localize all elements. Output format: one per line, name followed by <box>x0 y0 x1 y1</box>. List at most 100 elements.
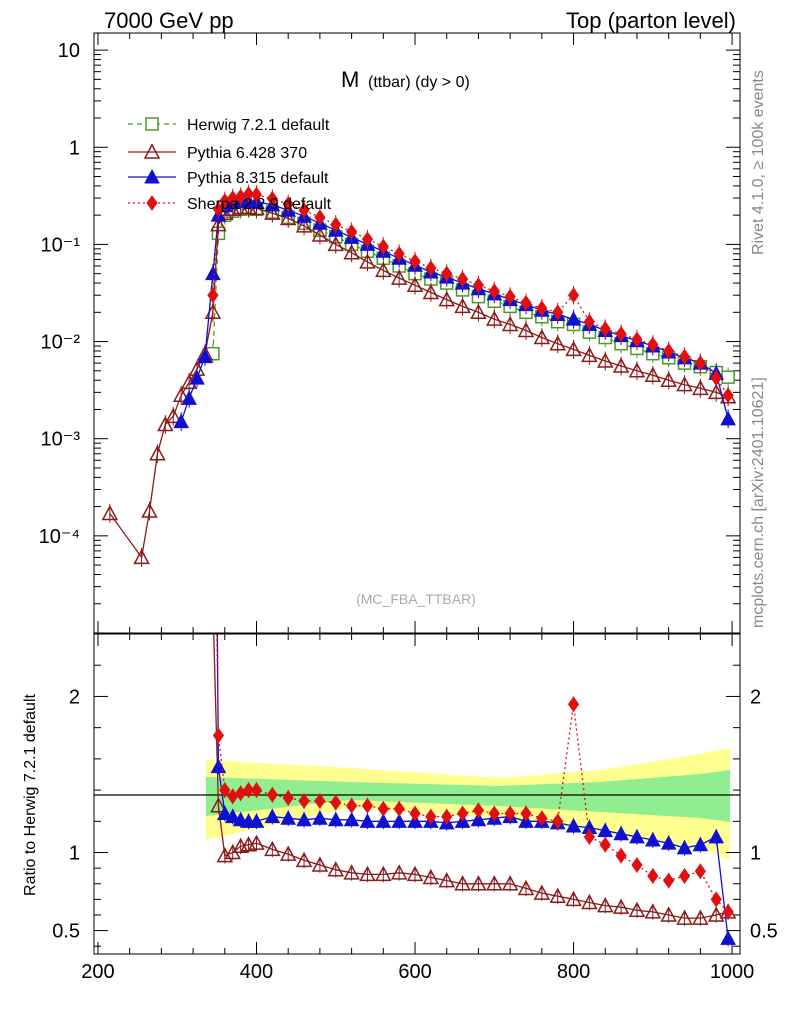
sherpa-2-2-9-default-ratio-point <box>393 800 405 817</box>
pythia-6-428-370-point <box>565 340 582 357</box>
pythia-8-315-default-line <box>180 200 729 422</box>
pythia-8-315-default-ratio-point <box>692 836 709 852</box>
sherpa-2-2-9-default-ratio-point <box>631 857 643 873</box>
axis-ticks: 200 400 600 800 1000 10 1 10⁻¹ 10⁻² 10⁻³ 10⁻⁴ 2 2 1 1 0… <box>39 33 778 983</box>
pythia-8-315-default-ratio-point <box>660 835 677 850</box>
pythia-6-428-370-ratio-point <box>190 533 204 546</box>
sherpa-2-2-9-default-point <box>583 313 596 330</box>
pythia-8-315-default-ratio-point <box>216 805 233 821</box>
sherpa-2-2-9-default-point <box>520 295 532 311</box>
sherpa-2-2-9-default-point <box>567 287 580 304</box>
sherpa-2-2-9-default-point <box>710 370 722 387</box>
sherpa-2-2-9-default-point <box>250 186 263 203</box>
pythia-6-428-370-ratio-point <box>295 851 313 868</box>
pythia-6-428-370-ratio-point <box>264 840 281 857</box>
pythia-8-315-default-ratio-point <box>708 828 725 844</box>
header-left: 7000 GeV pp <box>104 8 234 33</box>
sherpa-2-2-9-default-ratio-point <box>536 810 548 827</box>
pythia-8-315-default-point <box>189 370 205 385</box>
pythia-6-428-370-ratio-line <box>213 634 729 919</box>
pythia-6-428-370-ratio-point <box>375 865 392 882</box>
sherpa-2-2-9-default-point <box>536 300 548 317</box>
pythia-8-315-default-ratio-point <box>565 817 582 833</box>
sherpa-2-2-9-default-ratio-point <box>694 863 706 880</box>
pythia-8-315-default-point <box>173 413 190 429</box>
pythia-6-428-370-point <box>141 502 158 518</box>
pythia-6-428-370-ratio-point <box>327 861 345 877</box>
pythia-6-428-370-ratio-point <box>182 533 196 546</box>
legend-marker <box>143 143 161 159</box>
header-right: Top (parton level) <box>566 8 736 33</box>
sherpa-2-2-9-default-point <box>552 304 564 321</box>
y-tick-label: 10⁻² <box>41 332 81 354</box>
ratio-tick-label: 1 <box>69 843 80 865</box>
pythia-8-315-default-point <box>720 410 736 426</box>
watermark: (MC_FBA_TTBAR) <box>356 591 476 607</box>
sherpa-2-2-9-default-ratio-point <box>647 868 659 884</box>
pythia-6-428-370-point <box>644 366 662 382</box>
pythia-6-428-370-point <box>375 261 392 278</box>
pythia-6-428-370-point <box>390 269 408 285</box>
legend-label: Pythia 6.428 370 <box>187 145 307 162</box>
pythia-6-428-370-ratio-point <box>166 533 180 546</box>
pythia-6-428-370-ratio-point <box>692 909 709 925</box>
sherpa-2-2-9-default-ratio-point <box>212 727 225 744</box>
pythia-8-315-default-ratio-point <box>248 813 265 828</box>
sherpa-2-2-9-default-point <box>207 287 219 304</box>
pythia-8-315-default-ratio-point <box>312 810 328 825</box>
sherpa-2-2-9-default-ratio-point <box>615 847 627 864</box>
pythia-6-428-370-point <box>486 310 503 326</box>
x-tick-label: 800 <box>557 961 590 983</box>
sherpa-2-2-9-default-ratio-point <box>552 813 564 830</box>
mcplots-label: mcplots.cern.ch [arXiv:2401.10621] <box>750 377 767 628</box>
pythia-6-428-370-ratio-point <box>206 596 220 609</box>
pythia-8-315-default-ratio-point <box>720 930 736 945</box>
pythia-8-315-default-ratio-point <box>613 825 629 841</box>
pythia-6-428-370-point <box>149 445 166 461</box>
pythia-6-428-370-point <box>311 226 329 242</box>
sherpa-2-2-9-default-ratio-point <box>242 782 255 798</box>
sherpa-2-2-9-default-point <box>298 202 310 219</box>
legend-marker <box>144 168 160 184</box>
sherpa-2-2-9-default-ratio-point <box>504 805 516 822</box>
legend-label: Pythia 8.315 default <box>187 170 329 187</box>
pythia-8-315-default-ratio-point <box>224 808 241 824</box>
pythia-8-315-default-ratio-point <box>676 839 693 855</box>
pythia-8-315-default-ratio-point <box>470 811 487 827</box>
pythia-8-315-default-ratio-point <box>182 533 196 546</box>
pythia-6-428-370-ratio-point <box>644 903 662 919</box>
pythia-6-428-370-point <box>549 335 566 351</box>
sherpa-2-2-9-default-ratio-point <box>208 377 218 391</box>
sherpa-2-2-9-default-point <box>488 283 500 300</box>
legend-marker <box>145 117 159 131</box>
pythia-6-428-370-point <box>133 548 150 565</box>
sherpa-2-2-9-default-point <box>314 209 326 226</box>
pythia-6-428-370-point <box>210 215 227 232</box>
pythia-6-428-370-point <box>327 235 345 252</box>
y-tick-label: 1 <box>69 137 80 159</box>
pythia-6-428-370-point <box>501 315 519 332</box>
pythia-6-428-370-point <box>517 321 535 338</box>
pythia-6-428-370-point <box>581 346 598 363</box>
sherpa-2-2-9-default-point <box>361 231 374 248</box>
sherpa-2-2-9-default-ratio-point <box>282 790 294 806</box>
pythia-6-428-370-ratio-point <box>311 856 329 872</box>
sherpa-2-2-9-default-ratio-point <box>567 696 580 713</box>
pythia-6-428-370-point <box>628 362 646 378</box>
sherpa-2-2-9-default-point <box>393 245 405 262</box>
sherpa-2-2-9-default-ratio-point <box>266 786 278 803</box>
sherpa-2-2-9-default-ratio-point <box>298 793 310 809</box>
sherpa-2-2-9-default-ratio-point <box>250 782 263 798</box>
sherpa-2-2-9-default-ratio-point <box>663 872 675 889</box>
sherpa-2-2-9-default-point <box>694 355 706 371</box>
sherpa-2-2-9-default-point <box>631 331 643 348</box>
sherpa-2-2-9-default-point <box>599 321 611 337</box>
green-band <box>206 770 730 822</box>
pythia-6-428-370-ratio-point <box>612 898 630 914</box>
pythia-6-428-370-point <box>533 328 551 345</box>
main-frame <box>93 32 741 634</box>
pythia-8-315-default-ratio-point <box>327 811 344 827</box>
sherpa-2-2-9-default-point <box>663 343 675 359</box>
pythia-6-428-370-point <box>676 376 693 392</box>
